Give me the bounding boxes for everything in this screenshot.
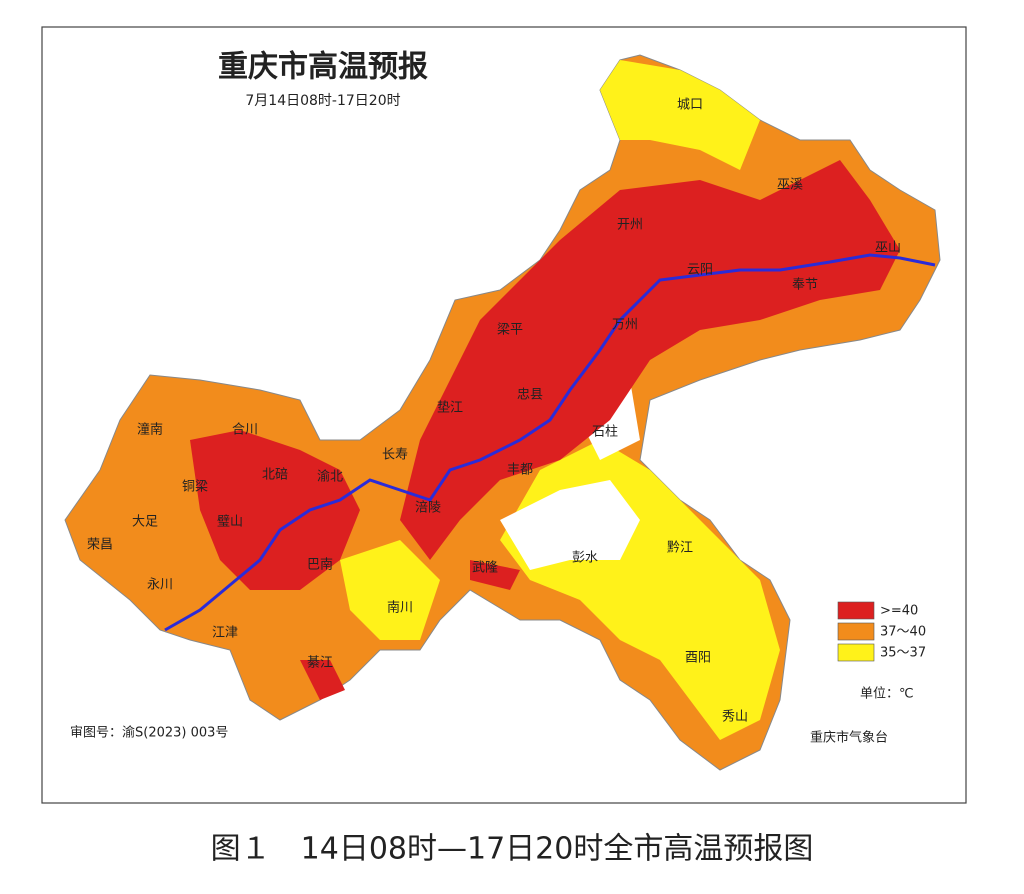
region-above-40 xyxy=(190,430,360,590)
district-label: 黔江 xyxy=(667,541,693,556)
district-label: 城口 xyxy=(677,98,703,113)
region-above-40 xyxy=(300,560,520,700)
district-label: 綦江 xyxy=(307,656,333,671)
district-label: 荣昌 xyxy=(87,538,113,553)
yangtze-river xyxy=(164,253,936,632)
district-label: 北碚 xyxy=(262,468,288,483)
review-number: 审图号：渝S(2023) 003号 xyxy=(70,725,228,741)
region-below-35 xyxy=(500,380,640,570)
legend-swatch xyxy=(837,622,875,641)
district-label: 武隆 xyxy=(472,561,498,576)
district-label: 合川 xyxy=(232,423,258,438)
district-label: 璧山 xyxy=(217,514,243,530)
district-label: 涪陵 xyxy=(415,501,441,516)
legend-swatch xyxy=(837,601,875,620)
legend-label: 35～37 xyxy=(880,646,926,661)
district-label: 开州 xyxy=(617,218,643,233)
district-label: 忠县 xyxy=(517,388,543,403)
district-label: 潼南 xyxy=(137,422,163,438)
district-label: 铜梁 xyxy=(182,480,208,495)
map-subtitle: 7月14日08时-17日20时 xyxy=(245,93,400,109)
map-title: 重庆市高温预报 xyxy=(218,50,428,85)
district-label: 万州 xyxy=(612,318,638,333)
unit-label: 单位：℃ xyxy=(860,687,914,702)
region-above-40 xyxy=(400,160,900,560)
district-label: 巫溪 xyxy=(777,178,803,193)
district-label: 渝北 xyxy=(317,469,343,485)
district-label: 奉节 xyxy=(792,278,818,293)
district-label: 垫江 xyxy=(437,400,463,416)
district-label: 梁平 xyxy=(497,323,523,338)
region-35-37 xyxy=(600,60,760,170)
region-35-37 xyxy=(340,540,440,640)
district-label: 永川 xyxy=(147,578,173,593)
district-label: 长寿 xyxy=(382,448,408,463)
district-label: 丰都 xyxy=(507,463,533,478)
figure-caption: 图１ 14日08时—17日20时全市高温预报图 xyxy=(211,832,814,867)
district-label: 巴南 xyxy=(307,557,333,573)
district-label: 石柱 xyxy=(592,425,618,440)
legend-label: >=40 xyxy=(880,604,918,619)
district-label: 彭水 xyxy=(572,551,598,566)
issuer: 重庆市气象台 xyxy=(810,730,888,746)
district-label: 巫山 xyxy=(875,241,901,256)
district-label: 云阳 xyxy=(687,263,713,278)
district-label: 酉阳 xyxy=(685,651,711,666)
legend-label: 37～40 xyxy=(880,625,926,640)
district-label: 秀山 xyxy=(722,710,748,725)
district-label: 南川 xyxy=(387,600,413,616)
district-label: 江津 xyxy=(212,626,238,641)
legend-swatch xyxy=(837,643,875,662)
district-label: 大足 xyxy=(132,515,158,530)
